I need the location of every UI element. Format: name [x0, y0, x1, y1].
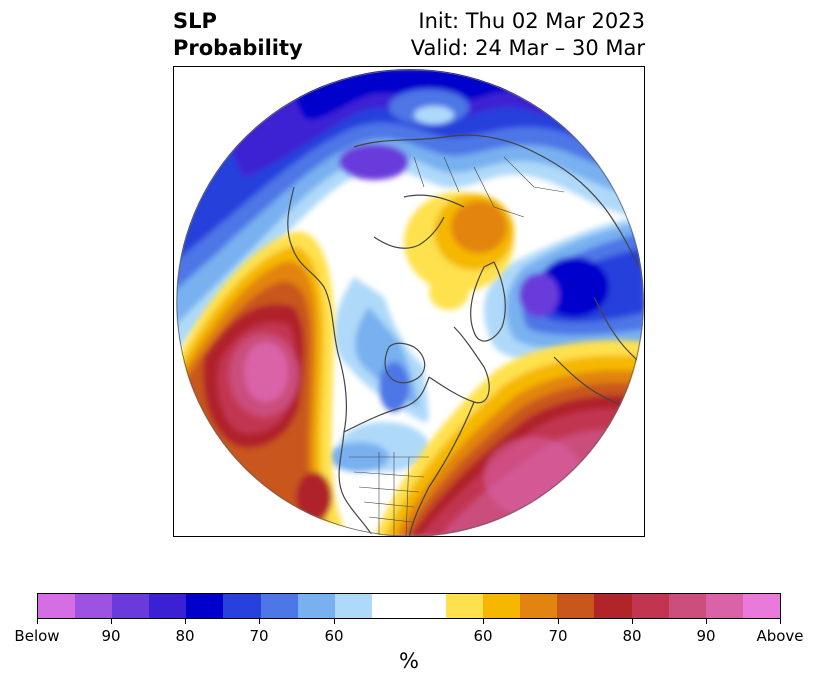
above-arctic-anomaly [404, 192, 514, 310]
colorbar-unit: % [399, 649, 419, 673]
colorbar-segment [371, 594, 447, 618]
colorbar-segment [38, 594, 76, 618]
below-greenland-anomaly [484, 217, 644, 364]
tick-label-above-90: 90 [696, 627, 716, 645]
tick-label-below-90: 90 [101, 627, 121, 645]
colorbar-tick [259, 619, 260, 624]
tick-label-above-80: 80 [622, 627, 642, 645]
tick-label-above-70: 70 [548, 627, 568, 645]
colorbar-segment [75, 594, 113, 618]
colorbar-segment [260, 594, 298, 618]
colorbar-segment [557, 594, 595, 618]
tick-label-above-60: 60 [473, 627, 493, 645]
tick-label-above: Above [756, 627, 804, 645]
colorbar-segment [297, 594, 335, 618]
colorbar-tick [111, 619, 112, 624]
init-date: Init: Thu 02 Mar 2023 [418, 9, 645, 33]
colorbar-ticks [0, 619, 819, 629]
colorbar-segment [594, 594, 632, 618]
tick-label-below: Below [14, 627, 60, 645]
colorbar-segment [705, 594, 743, 618]
colorbar-segment [223, 594, 261, 618]
colorbar-tick [780, 619, 781, 624]
colorbar-segment [186, 594, 224, 618]
colorbar-segment [483, 594, 521, 618]
title-right: Init: Thu 02 Mar 2023 Valid: 24 Mar – 30… [411, 8, 645, 62]
colorbar-segment [149, 594, 187, 618]
colorbar-tick [706, 619, 707, 624]
variable-title: SLP [173, 9, 217, 33]
colorbar-tick [37, 619, 38, 624]
tick-label-below-70: 70 [249, 627, 269, 645]
colorbar-segment [446, 594, 484, 618]
title-left: SLP Probability [173, 8, 303, 62]
colorbar-segment [520, 594, 558, 618]
colorbar-tick [632, 619, 633, 624]
tick-label-below-60: 60 [324, 627, 344, 645]
colorbar-tick [334, 619, 335, 624]
colorbar-segment [742, 594, 780, 618]
colorbar-tick [558, 619, 559, 624]
colorbar-tick [185, 619, 186, 624]
borders [349, 156, 565, 536]
colorbar-segment [631, 594, 669, 618]
polar-map [173, 66, 645, 537]
colorbar-tick [483, 619, 484, 624]
colorbar-segment [112, 594, 150, 618]
map-svg [176, 69, 644, 536]
colorbar-segment [668, 594, 706, 618]
tick-label-below-80: 80 [175, 627, 195, 645]
colorbar-segment [334, 594, 372, 618]
variable-subtitle: Probability [173, 36, 303, 60]
coastlines [287, 134, 644, 536]
colorbar [37, 593, 781, 619]
valid-range: Valid: 24 Mar – 30 Mar [410, 36, 645, 60]
